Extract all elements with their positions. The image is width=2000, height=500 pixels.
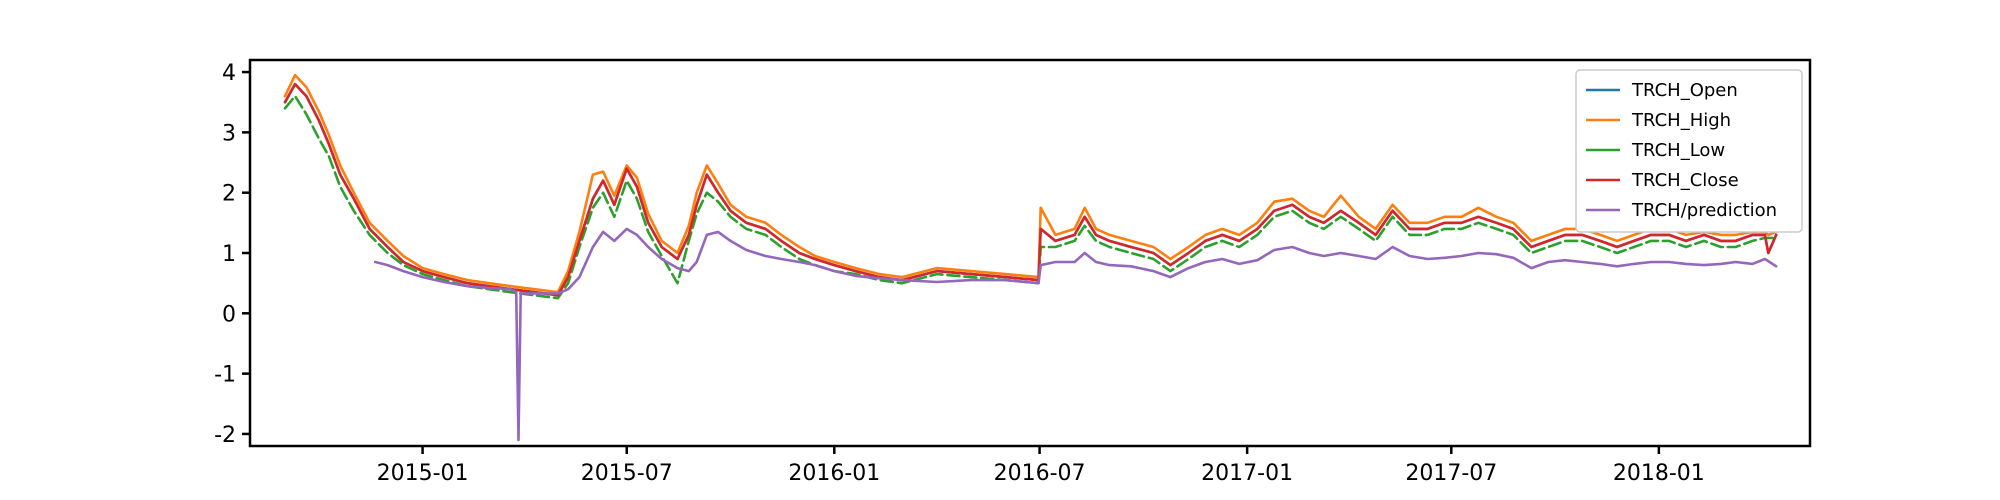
- series-line-trch-close: [283, 82, 1778, 297]
- series-layer: [283, 73, 1778, 442]
- x-tick-label: 2015-07: [581, 461, 673, 486]
- legend-label: TRCH/prediction: [1631, 200, 1777, 221]
- legend-label: TRCH_Open: [1631, 80, 1738, 101]
- legend-label: TRCH_Low: [1631, 140, 1725, 161]
- series-line-trch-low: [283, 94, 1778, 300]
- legend: TRCH_Open TRCH_High TRCH_Low TRCH_Close TRCH…: [1575, 69, 1803, 233]
- series-line-trch-open: [283, 82, 1778, 297]
- x-tick-label: 2016-01: [788, 461, 880, 486]
- y-tick-label: -1: [214, 363, 236, 388]
- y-tick-label: 1: [222, 242, 236, 267]
- y-tick-label: 0: [222, 302, 236, 327]
- legend-box: [1575, 69, 1803, 233]
- y-tick-label: -2: [214, 423, 236, 448]
- x-tick-label: 2015-01: [377, 461, 469, 486]
- y-tick-label: 4: [222, 61, 236, 86]
- x-tick-label: 2017-07: [1405, 461, 1497, 486]
- x-tick-label: 2018-01: [1613, 461, 1705, 486]
- y-axis: 4 3 2 1 0 -1 -2: [214, 61, 250, 448]
- x-tick-label: 2017-01: [1201, 461, 1293, 486]
- legend-label: TRCH_Close: [1631, 170, 1739, 191]
- x-tick-label: 2016-07: [994, 461, 1086, 486]
- y-tick-label: 2: [222, 182, 236, 207]
- series-line-trch-high: [283, 73, 1778, 294]
- y-tick-label: 3: [222, 121, 236, 146]
- series-line-trch-prediction: [373, 227, 1778, 442]
- x-axis: 2015-01 2015-07 2016-01 2016-07 2017-01 2017-…: [377, 446, 1705, 486]
- legend-label: TRCH_High: [1631, 110, 1731, 131]
